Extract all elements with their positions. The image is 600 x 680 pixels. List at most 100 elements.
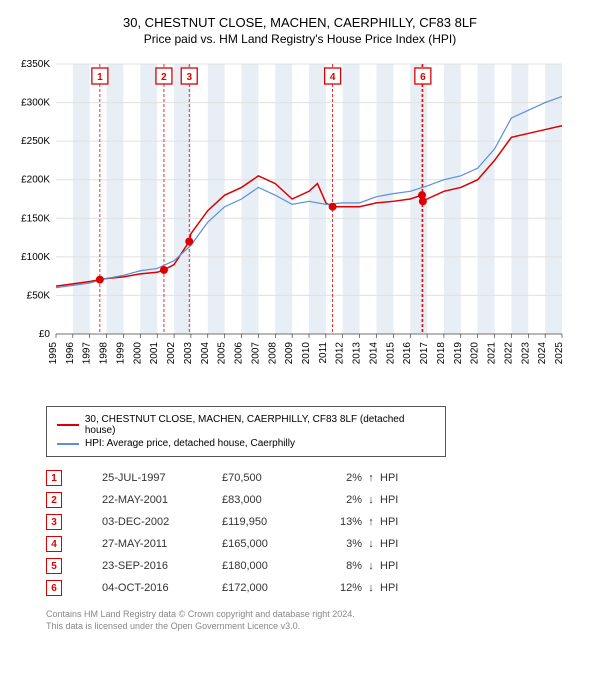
legend-swatch xyxy=(57,424,79,426)
chart-title: 30, CHESTNUT CLOSE, MACHEN, CAERPHILLY, … xyxy=(10,15,590,30)
legend-label: 30, CHESTNUT CLOSE, MACHEN, CAERPHILLY, … xyxy=(85,414,435,436)
transaction-pct: 3% xyxy=(312,538,362,550)
transaction-badge: 4 xyxy=(46,536,62,552)
transaction-arrow-icon: ↑ xyxy=(362,472,380,484)
transaction-price: £172,000 xyxy=(222,582,312,594)
transaction-arrow-icon: ↓ xyxy=(362,538,380,550)
svg-text:£350K: £350K xyxy=(21,59,50,70)
svg-text:£300K: £300K xyxy=(21,98,50,109)
transaction-pct: 2% xyxy=(312,472,362,484)
svg-text:2008: 2008 xyxy=(267,342,278,365)
legend-swatch xyxy=(57,443,79,445)
transaction-price: £70,500 xyxy=(222,472,312,484)
transaction-price: £165,000 xyxy=(222,538,312,550)
svg-text:3: 3 xyxy=(186,72,192,83)
svg-text:1995: 1995 xyxy=(48,342,59,365)
svg-text:2002: 2002 xyxy=(166,342,177,365)
svg-text:2005: 2005 xyxy=(217,342,228,365)
svg-text:2007: 2007 xyxy=(250,342,261,365)
transaction-pct: 8% xyxy=(312,560,362,572)
svg-text:2017: 2017 xyxy=(419,342,430,365)
svg-text:2016: 2016 xyxy=(402,342,413,365)
svg-text:1996: 1996 xyxy=(65,342,76,365)
svg-text:2003: 2003 xyxy=(183,342,194,365)
svg-text:2000: 2000 xyxy=(132,342,143,365)
svg-text:2022: 2022 xyxy=(503,342,514,365)
svg-text:£50K: £50K xyxy=(27,290,51,301)
transaction-hpi-label: HPI xyxy=(380,582,410,594)
transaction-hpi-label: HPI xyxy=(380,538,410,550)
transaction-row: 5 23-SEP-2016£180,0008%↓HPI xyxy=(46,555,576,577)
svg-text:2004: 2004 xyxy=(200,342,211,365)
footer-line-2: This data is licensed under the Open Gov… xyxy=(46,621,590,633)
legend: 30, CHESTNUT CLOSE, MACHEN, CAERPHILLY, … xyxy=(46,406,446,457)
svg-text:1998: 1998 xyxy=(99,342,110,365)
transaction-date: 27-MAY-2011 xyxy=(102,538,222,550)
transaction-badge: 1 xyxy=(46,470,62,486)
transaction-hpi-label: HPI xyxy=(380,494,410,506)
transaction-row: 4 27-MAY-2011£165,0003%↓HPI xyxy=(46,533,576,555)
svg-text:2006: 2006 xyxy=(234,342,245,365)
svg-text:2024: 2024 xyxy=(537,342,548,365)
svg-text:2021: 2021 xyxy=(487,342,498,365)
transaction-badge: 3 xyxy=(46,514,62,530)
transaction-date: 04-OCT-2016 xyxy=(102,582,222,594)
svg-text:2014: 2014 xyxy=(368,342,379,365)
svg-text:2025: 2025 xyxy=(554,342,565,365)
svg-text:2019: 2019 xyxy=(453,342,464,365)
transaction-row: 6 04-OCT-2016£172,00012%↓HPI xyxy=(46,577,576,599)
svg-text:2009: 2009 xyxy=(284,342,295,365)
legend-label: HPI: Average price, detached house, Caer… xyxy=(85,438,295,449)
svg-text:£0: £0 xyxy=(39,329,51,340)
svg-text:2023: 2023 xyxy=(520,342,531,365)
svg-text:2015: 2015 xyxy=(385,342,396,365)
transaction-row: 1 25-JUL-1997£70,5002%↑HPI xyxy=(46,467,576,489)
transaction-pct: 2% xyxy=(312,494,362,506)
transactions-table: 125-JUL-1997£70,5002%↑HPI222-MAY-2001£83… xyxy=(46,467,576,599)
svg-text:2013: 2013 xyxy=(352,342,363,365)
svg-text:£150K: £150K xyxy=(21,213,50,224)
svg-text:6: 6 xyxy=(420,72,426,83)
transaction-price: £180,000 xyxy=(222,560,312,572)
transaction-arrow-icon: ↑ xyxy=(362,516,380,528)
svg-text:£250K: £250K xyxy=(21,136,50,147)
svg-text:4: 4 xyxy=(330,72,336,83)
transaction-price: £119,950 xyxy=(222,516,312,528)
transaction-arrow-icon: ↓ xyxy=(362,494,380,506)
transaction-price: £83,000 xyxy=(222,494,312,506)
transaction-hpi-label: HPI xyxy=(380,516,410,528)
transaction-date: 22-MAY-2001 xyxy=(102,494,222,506)
svg-text:1: 1 xyxy=(97,72,103,83)
svg-text:2020: 2020 xyxy=(470,342,481,365)
transaction-badge: 5 xyxy=(46,558,62,574)
transaction-row: 2 22-MAY-2001£83,0002%↓HPI xyxy=(46,489,576,511)
svg-text:£200K: £200K xyxy=(21,175,50,186)
price-chart: £0 £50K £100K £150K £200K £250K £300K £350K 1995… xyxy=(10,54,590,394)
svg-text:2012: 2012 xyxy=(335,342,346,365)
transaction-arrow-icon: ↓ xyxy=(362,582,380,594)
transaction-hpi-label: HPI xyxy=(380,560,410,572)
transaction-badge: 6 xyxy=(46,580,62,596)
transaction-row: 3 03-DEC-2002£119,95013%↑HPI xyxy=(46,511,576,533)
svg-text:2001: 2001 xyxy=(149,342,160,365)
legend-item: 30, CHESTNUT CLOSE, MACHEN, CAERPHILLY, … xyxy=(57,413,435,437)
svg-text:1999: 1999 xyxy=(115,342,126,365)
svg-text:1997: 1997 xyxy=(82,342,93,365)
transaction-badge: 2 xyxy=(46,492,62,508)
footer-attribution: Contains HM Land Registry data © Crown c… xyxy=(46,609,590,632)
transaction-date: 03-DEC-2002 xyxy=(102,516,222,528)
transaction-hpi-label: HPI xyxy=(380,472,410,484)
transaction-date: 23-SEP-2016 xyxy=(102,560,222,572)
legend-item: HPI: Average price, detached house, Caer… xyxy=(57,437,435,450)
svg-text:2010: 2010 xyxy=(301,342,312,365)
transaction-pct: 13% xyxy=(312,516,362,528)
chart-subtitle: Price paid vs. HM Land Registry's House … xyxy=(10,32,590,46)
transaction-date: 25-JUL-1997 xyxy=(102,472,222,484)
svg-text:2011: 2011 xyxy=(318,342,329,364)
svg-text:2: 2 xyxy=(161,72,167,83)
svg-text:£100K: £100K xyxy=(21,252,50,263)
svg-text:2018: 2018 xyxy=(436,342,447,365)
transaction-pct: 12% xyxy=(312,582,362,594)
transaction-arrow-icon: ↓ xyxy=(362,560,380,572)
footer-line-1: Contains HM Land Registry data © Crown c… xyxy=(46,609,590,621)
